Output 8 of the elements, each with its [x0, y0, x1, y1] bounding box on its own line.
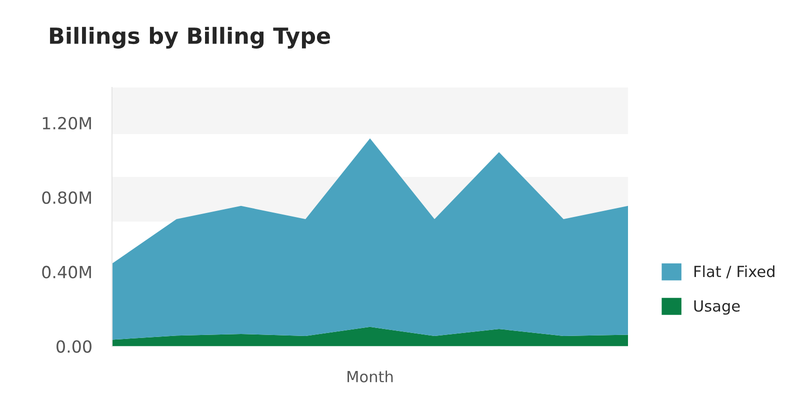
legend-label: Usage	[694, 300, 740, 315]
legend-label: Flat / Fixed	[694, 265, 774, 278]
y-tick-label: 1.20M	[42, 116, 91, 130]
y-tick-label: 0.80M	[42, 191, 91, 204]
chart-title: Billings by Billing Type	[50, 26, 330, 49]
x-axis-title: Month	[348, 370, 393, 382]
y-tick-label: 0.00	[56, 340, 92, 353]
y-tick-label: 0.40M	[42, 266, 91, 278]
